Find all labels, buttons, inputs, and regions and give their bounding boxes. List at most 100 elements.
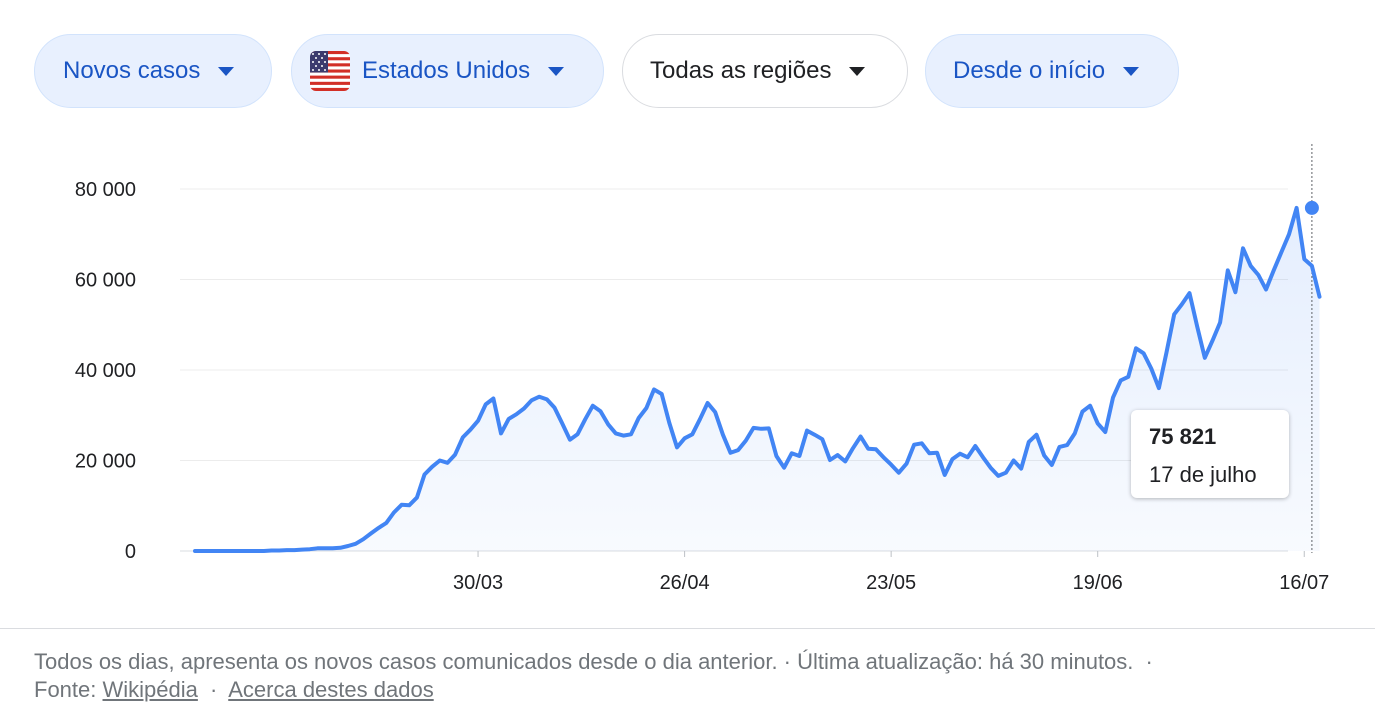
data-point [675,446,678,449]
wikipedia-link[interactable]: Wikipédia [102,677,198,702]
data-point [1180,303,1183,306]
data-point [1265,288,1268,291]
data-point [423,473,426,476]
data-point [1127,375,1130,378]
data-point [216,550,219,553]
data-point [278,549,281,552]
data-point [469,428,472,431]
source-label: Fonte: [34,677,97,702]
data-point [752,426,755,429]
period-dropdown-label: Desde o início [953,57,1106,84]
data-point [836,454,839,457]
data-point [270,549,273,552]
data-point [1310,264,1313,267]
x-tick-label: 26/04 [660,572,710,594]
data-point [943,473,946,476]
data-point [1165,350,1168,353]
data-point [1096,422,1099,425]
series-line[interactable] [193,205,1322,553]
data-point [461,436,464,439]
data-point [347,545,350,548]
data-point [706,402,709,405]
data-point [936,451,939,454]
x-tick-label: 16/07 [1279,572,1329,594]
data-point [1234,291,1237,294]
data-point [997,474,1000,477]
data-point [1066,444,1069,447]
data-point [767,427,770,430]
footer-separator: · [1145,649,1153,674]
data-point [1119,379,1122,382]
data-point [500,432,503,435]
data-point [775,454,778,457]
data-point [255,550,258,553]
country-dropdown-label: Estados Unidos [362,57,531,84]
data-point [813,433,816,436]
data-point [668,421,671,424]
caret-down-icon [218,66,235,76]
data-point [1058,445,1061,448]
data-point [1211,339,1214,342]
data-point [660,392,663,395]
metric-dropdown[interactable]: Novos casos [34,34,272,108]
data-point [622,434,625,437]
data-point [431,465,434,468]
data-point [1134,347,1137,350]
data-point [1150,367,1153,370]
region-dropdown[interactable]: Todas as regiões [622,34,908,108]
data-point [859,435,862,438]
data-point [408,504,411,507]
y-tick-label: 0 [125,541,136,563]
x-axis: 30/03 26/04 23/05 19/06 16/07 [453,551,1329,594]
data-point [1219,321,1222,324]
region-dropdown-label: Todas as regiões [650,57,832,84]
footer-description: Todos os dias, apresenta os novos casos … [34,649,1134,674]
data-point [1318,295,1321,298]
data-point [538,395,541,398]
metric-dropdown-label: Novos casos [63,57,201,84]
data-point [224,550,227,553]
data-point [1295,206,1298,209]
data-point [714,411,717,414]
data-point [867,447,870,450]
data-point [201,550,204,553]
data-point [744,439,747,442]
data-point [239,550,242,553]
us-flag-icon [310,51,350,91]
data-point [614,432,617,435]
data-point [821,438,824,441]
data-point [874,448,877,451]
data-point [362,538,365,541]
x-tick-label: 19/06 [1073,572,1123,594]
data-point [339,546,342,549]
data-point [400,503,403,506]
data-point [798,454,801,457]
data-point [454,453,457,456]
data-point [828,459,831,462]
data-point [1203,356,1206,359]
y-tick-label: 60 000 [75,270,136,292]
data-point [637,416,640,419]
data-point [377,526,380,529]
data-point [477,419,480,422]
data-point [492,397,495,400]
country-dropdown[interactable]: Estados Unidos [291,34,604,108]
data-point [1188,292,1191,295]
data-point [1257,273,1260,276]
data-point [928,452,931,455]
data-point [974,445,977,448]
data-point [301,548,304,551]
data-point [905,462,908,465]
highlight-point[interactable] [1304,200,1319,215]
data-point [385,521,388,524]
data-point [851,447,854,450]
data-point [1104,430,1107,433]
data-point [1173,313,1176,316]
data-point [913,443,916,446]
data-point [247,550,250,553]
data-point [951,458,954,461]
data-point [1027,440,1030,443]
about-data-link[interactable]: Acerca destes dados [228,677,434,702]
data-point [415,496,418,499]
period-dropdown[interactable]: Desde o início [925,34,1179,108]
